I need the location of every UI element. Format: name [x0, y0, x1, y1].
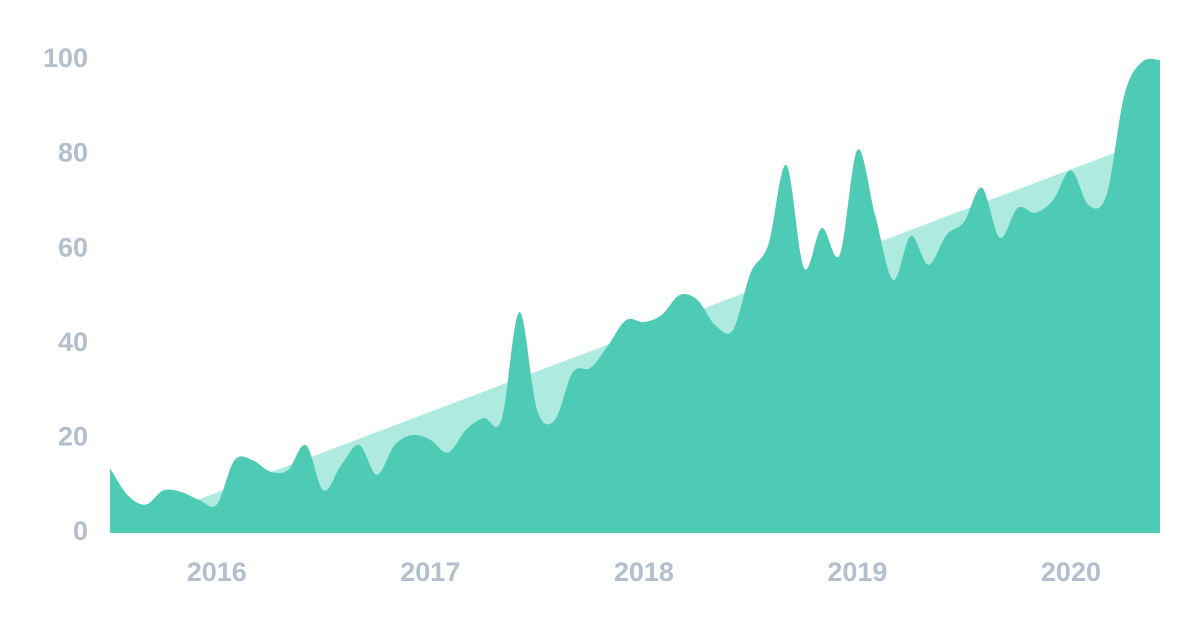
x-tick-label: 2019: [827, 557, 887, 587]
area: [110, 58, 1160, 533]
y-tick-label: 60: [58, 232, 88, 262]
y-tick-label: 20: [58, 422, 88, 452]
y-tick-label: 100: [43, 43, 88, 73]
y-tick-label: 0: [73, 516, 88, 546]
x-tick-label: 2017: [400, 557, 460, 587]
x-tick-label: 2016: [187, 557, 247, 587]
x-tick-label: 2020: [1041, 557, 1101, 587]
x-tick-label: 2018: [614, 557, 674, 587]
y-tick-label: 40: [58, 327, 88, 357]
y-tick-label: 80: [58, 138, 88, 168]
